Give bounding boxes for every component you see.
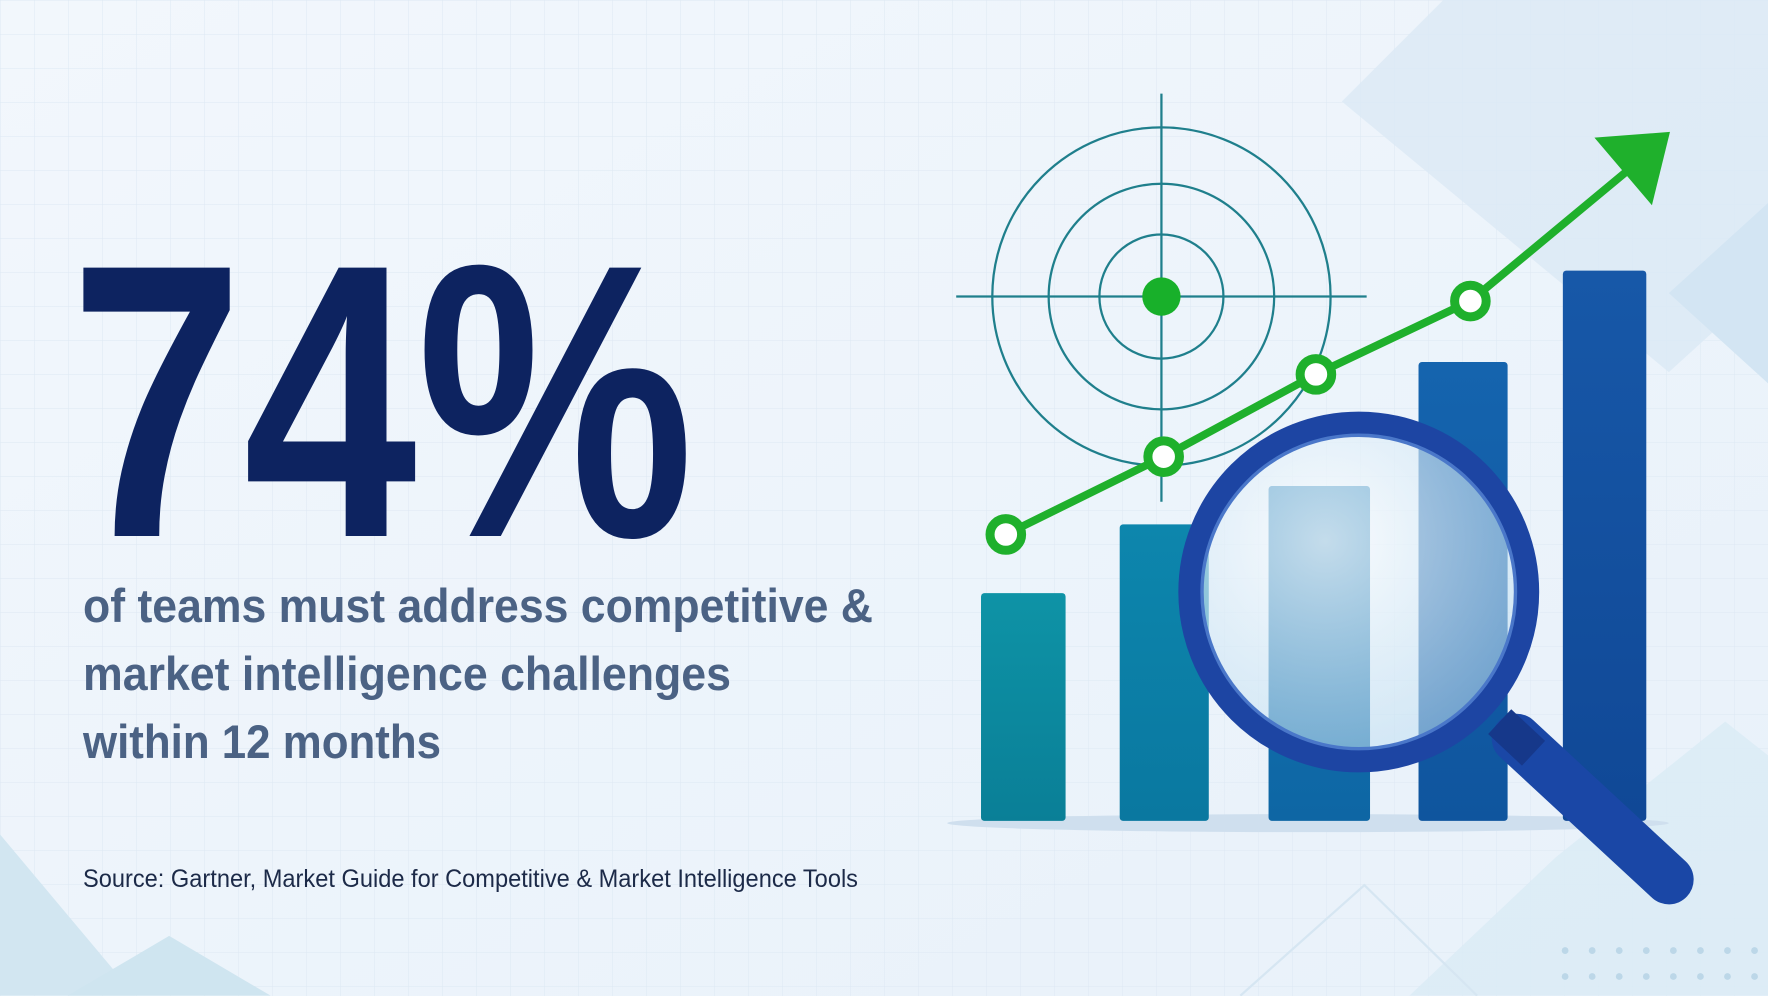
decor-shape xyxy=(67,935,271,996)
magnifier-rim xyxy=(1200,433,1518,751)
arrow-head xyxy=(1594,131,1670,206)
stat: 74% xyxy=(70,183,694,619)
magnifier-handle xyxy=(1491,713,1694,905)
decor-shape xyxy=(0,834,136,996)
dot-pattern xyxy=(1561,947,1758,980)
decor-shape xyxy=(1239,883,1478,996)
magnifier-lens xyxy=(1178,411,1540,773)
target-dot xyxy=(1142,277,1181,316)
description-line: market intelligence challenges xyxy=(83,647,731,700)
decor-shape xyxy=(1409,721,1768,996)
decor-shape xyxy=(1341,0,1768,373)
bar-illustration xyxy=(981,593,1066,821)
source: Source: Gartner, Market Guide for Compet… xyxy=(83,865,858,893)
decor-shape xyxy=(1668,203,1768,384)
trend-points xyxy=(985,280,1491,555)
description-line: of teams must address competitive & xyxy=(83,579,873,632)
magnifier-neck xyxy=(1488,709,1546,766)
description-line: within 12 months xyxy=(82,715,441,768)
bar-illustration xyxy=(1562,270,1647,821)
